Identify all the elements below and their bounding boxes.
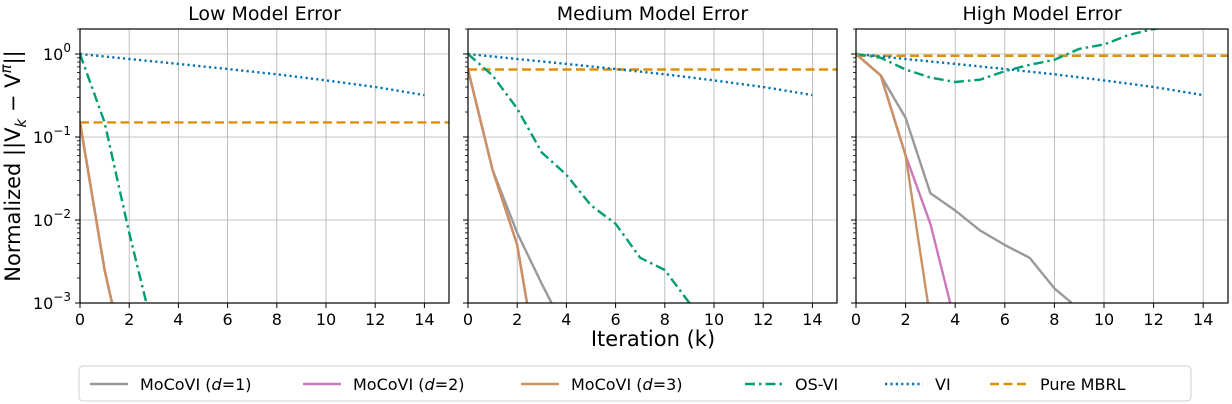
x-tick-label: 0 xyxy=(75,310,85,329)
legend-label: MoCoVI (d=2) xyxy=(353,375,465,394)
series-os-vi xyxy=(468,53,691,303)
x-tick-label: 8 xyxy=(1049,310,1059,329)
axes-frame xyxy=(855,28,1229,304)
series-mocovi-d-3 xyxy=(468,69,529,303)
panel-title: High Model Error xyxy=(962,3,1121,25)
series-mocovi-d-3 xyxy=(80,122,114,303)
y-tick-label: 100 xyxy=(43,41,71,64)
x-tick-label: 4 xyxy=(173,310,183,329)
series-vi xyxy=(468,52,813,97)
x-tick-label: 6 xyxy=(223,310,233,329)
series-mocovi-d-2 xyxy=(856,53,952,303)
legend-frame xyxy=(78,365,1192,402)
y-axis-label: Normalized ||Vk − Vπ|| xyxy=(0,50,30,281)
x-tick-label: 6 xyxy=(1000,310,1010,329)
x-tick-label: 2 xyxy=(901,310,911,329)
x-tick-label: 0 xyxy=(463,310,473,329)
legend-entry-mocovi-d-1: MoCoVI (d=1) xyxy=(90,375,252,394)
series-mocovi-d-1 xyxy=(856,53,1073,303)
legend-entry-pure-mbrl: Pure MBRL xyxy=(990,375,1126,394)
x-tick-label: 12 xyxy=(365,310,385,329)
x-tick-label: 4 xyxy=(561,310,571,329)
legend-entry-vi: VI xyxy=(885,375,951,394)
x-tick-label: 2 xyxy=(124,310,134,329)
x-tick-label: 8 xyxy=(660,310,670,329)
legend-label: Pure MBRL xyxy=(1040,375,1126,394)
panel-1: 0 2 4 6 8 10 12 14 10−3 10−2 10−1 100 Low Model Erro… xyxy=(33,3,450,329)
x-tick-label: 10 xyxy=(1094,310,1114,329)
series-mocovi-d-1 xyxy=(468,69,553,303)
panel-title: Low Model Error xyxy=(188,3,341,25)
y-tick-label: 10−2 xyxy=(33,207,71,230)
x-tick-label: 6 xyxy=(611,310,621,329)
y-tick-label: 10−1 xyxy=(33,124,71,147)
x-tick-label: 2 xyxy=(512,310,522,329)
x-tick-label: 10 xyxy=(704,310,724,329)
x-tick-label: 0 xyxy=(851,310,861,329)
x-tick-label: 12 xyxy=(1143,310,1163,329)
legend-entry-mocovi-d-2: MoCoVI (d=2) xyxy=(303,375,465,394)
series-os-vi xyxy=(856,29,1163,84)
y-tick-label: 10−3 xyxy=(33,290,71,313)
legend-label: VI xyxy=(935,375,951,394)
series-mocovi-d-3 xyxy=(856,53,930,303)
legend-label: OS-VI xyxy=(795,375,838,394)
panel-2: 0 2 4 6 8 10 12 14 Medium Model Error xyxy=(463,3,838,329)
x-axis-label: Iteration (k) xyxy=(591,327,715,351)
legend-label: MoCoVI (d=3) xyxy=(571,375,683,394)
series-os-vi xyxy=(80,53,148,303)
x-tick-label: 10 xyxy=(316,310,336,329)
x-tick-label: 14 xyxy=(1193,310,1213,329)
x-tick-label: 14 xyxy=(802,310,822,329)
x-tick-label: 14 xyxy=(414,310,434,329)
x-tick-label: 8 xyxy=(272,310,282,329)
panel-3: 0 2 4 6 8 10 12 14 High Model Error xyxy=(851,3,1229,329)
axes-frame xyxy=(79,28,450,304)
legend-entry-mocovi-d-3: MoCoVI (d=3) xyxy=(521,375,683,394)
series-vi xyxy=(856,52,1204,97)
legend-label: MoCoVI (d=1) xyxy=(140,375,252,394)
legend-entry-os-vi: OS-VI xyxy=(745,375,838,394)
x-tick-label: 12 xyxy=(753,310,773,329)
x-tick-label: 4 xyxy=(950,310,960,329)
series-vi xyxy=(80,52,425,97)
axes-frame xyxy=(467,28,838,304)
legend: MoCoVI (d=1) MoCoVI (d=2) MoCoVI (d=3) OS-V… xyxy=(78,365,1192,402)
panel-title: Medium Model Error xyxy=(557,3,749,25)
